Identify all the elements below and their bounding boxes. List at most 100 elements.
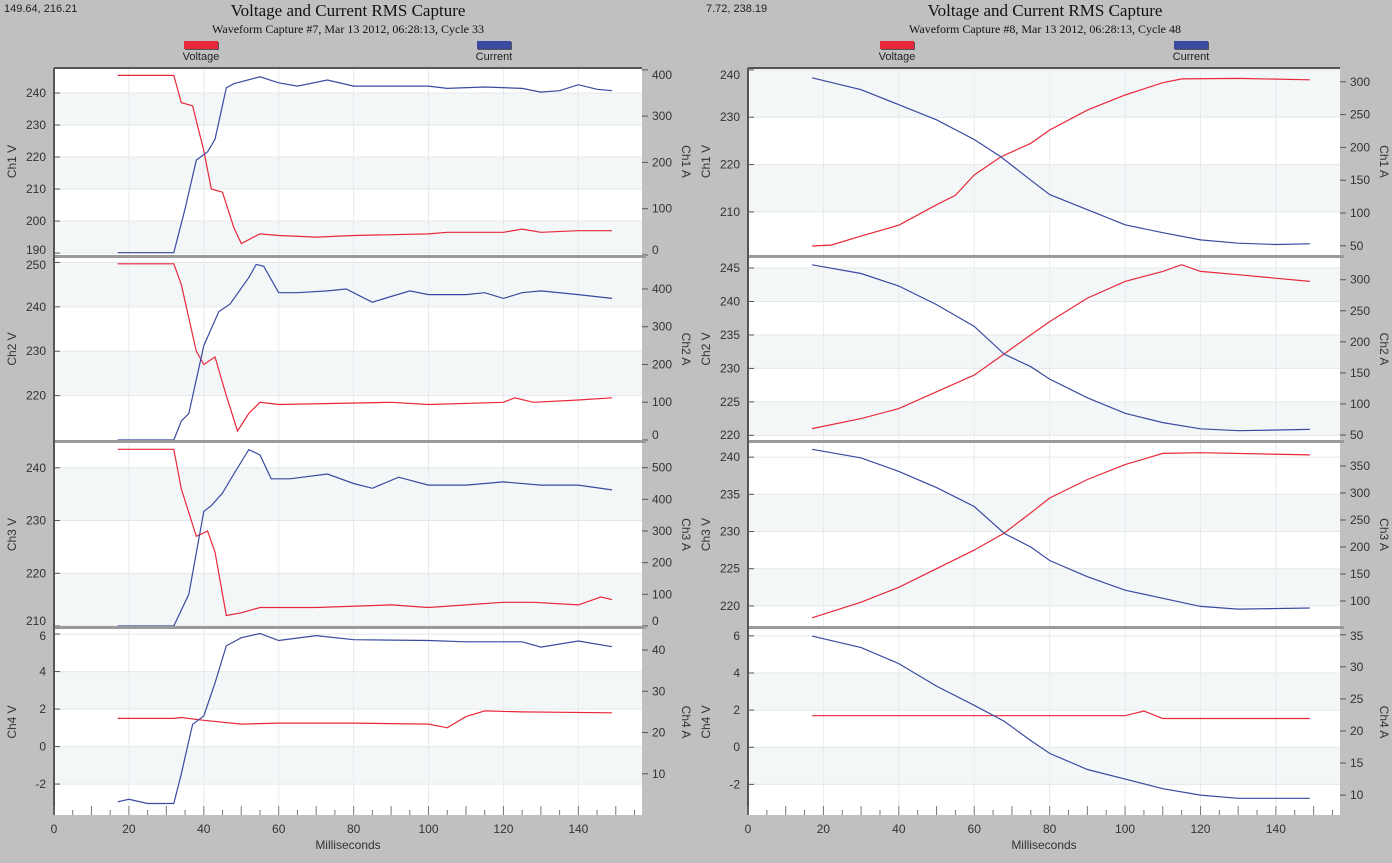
y2-tick-label: 100 (652, 395, 672, 409)
subplot-ch4-v: -2 0 2 4 6 10 15 20 25 30 35 Ch4 V Ch4 A (699, 629, 1391, 815)
y2-tick-label: 150 (1350, 173, 1370, 187)
y-tick-label: 2 (733, 703, 740, 717)
y-tick-label: 240 (720, 68, 740, 82)
y-tick-label: 210 (26, 614, 46, 628)
y-axis-label: Ch2 V (5, 332, 19, 365)
subplot-divider (748, 626, 1344, 629)
y2-tick-label: 400 (652, 492, 672, 506)
y-tick-label: 235 (720, 328, 740, 342)
subplot-ch2-v: 220 230 240 250 0 100 200 300 400 Ch2 V Ch2 A (5, 258, 693, 443)
y-axis-label: Ch4 V (699, 705, 713, 738)
y2-tick-label: 300 (1350, 273, 1370, 287)
voltage-swatch-icon (184, 41, 218, 49)
chart-subtitle: Waveform Capture #7, Mar 13 2012, 06:28:… (212, 22, 484, 36)
y-tick-label: 240 (720, 294, 740, 308)
current-series-line (117, 263, 613, 441)
x-tick-label: 0 (745, 822, 752, 836)
y-tick-label: -2 (35, 777, 46, 791)
y2-tick-label: 30 (652, 684, 666, 698)
grid-band (54, 746, 642, 785)
chart-title: Voltage and Current RMS Capture (230, 1, 466, 20)
grid-band (748, 568, 1340, 606)
y2-tick-label: 200 (1350, 540, 1370, 554)
y-axis-label: Ch2 V (699, 332, 713, 365)
grid-band (748, 334, 1340, 369)
y-tick-label: 225 (720, 562, 740, 576)
x-tick-label: 120 (1190, 822, 1210, 836)
y-tick-label: 6 (39, 629, 46, 643)
current-series-line (117, 76, 613, 254)
chart-title: Voltage and Current RMS Capture (927, 1, 1163, 20)
grid-band (54, 262, 642, 307)
legend-voltage[interactable]: Voltage (161, 41, 241, 63)
y-tick-label: 240 (26, 86, 46, 100)
y2-tick-label: 200 (652, 556, 672, 570)
current-swatch-icon (477, 41, 511, 49)
subplot-ch4-v: -2 0 2 4 6 10 20 30 40 Ch4 V Ch4 A (5, 629, 693, 815)
y2-axis-label: Ch4 A (1377, 706, 1391, 739)
current-series-line (117, 632, 613, 805)
y-tick-label: 230 (26, 118, 46, 132)
y2-tick-label: 10 (1350, 788, 1364, 802)
y2-tick-label: 200 (1350, 335, 1370, 349)
legend-current[interactable]: Current (454, 41, 534, 63)
y2-tick-label: 20 (1350, 724, 1364, 738)
x-tick-label: 20 (122, 822, 136, 836)
y2-tick-label: 200 (1350, 140, 1370, 154)
y-tick-label: 210 (26, 182, 46, 196)
y-tick-label: 230 (720, 110, 740, 124)
y-tick-label: 230 (26, 344, 46, 358)
y-tick-label: 220 (720, 158, 740, 172)
y2-tick-label: 35 (1350, 629, 1364, 643)
voltage-series-line (117, 448, 613, 617)
subplot-ch3-v: 220 225 230 235 240 100 150 200 250 300 350 Ch3 V Ch… (699, 443, 1391, 629)
y2-tick-label: 300 (1350, 486, 1370, 500)
y2-axis-label: Ch4 A (679, 706, 693, 739)
y-tick-label: 245 (720, 261, 740, 275)
y2-tick-label: 400 (652, 68, 672, 82)
y2-tick-label: 150 (1350, 366, 1370, 380)
y-tick-label: -2 (729, 777, 740, 791)
grid-band (54, 467, 642, 521)
y2-tick-label: 100 (1350, 594, 1370, 608)
y2-tick-label: 250 (1350, 108, 1370, 122)
y2-tick-label: 0 (652, 428, 659, 442)
y-tick-label: 220 (26, 389, 46, 403)
grid-band (54, 157, 642, 190)
grid-band (54, 671, 642, 710)
x-tick-label: 80 (1043, 822, 1057, 836)
voltage-series-line (117, 263, 613, 433)
y2-axis-label: Ch2 A (679, 333, 693, 366)
grid-band (54, 221, 642, 254)
voltage-series-line (812, 77, 1310, 247)
grid-band (748, 69, 1340, 118)
y2-tick-label: 50 (1350, 428, 1364, 442)
x-tick-label: 0 (51, 822, 58, 836)
voltage-series-line (117, 710, 613, 729)
subplot-divider (748, 255, 1344, 258)
y2-tick-label: 50 (1350, 239, 1364, 253)
y2-tick-label: 300 (652, 109, 672, 123)
legend-voltage[interactable]: Voltage (857, 41, 937, 63)
grid-band (54, 573, 642, 626)
current-series-line (811, 264, 1310, 432)
legend-current[interactable]: Current (1151, 41, 1231, 63)
y2-axis-label: Ch2 A (1377, 333, 1391, 366)
x-tick-label: 100 (1115, 822, 1135, 836)
subplot-divider (54, 255, 646, 258)
y-axis-label: Ch1 V (699, 145, 713, 178)
y-tick-label: 250 (26, 258, 46, 272)
current-swatch-icon (1174, 41, 1208, 49)
y2-tick-label: 300 (1350, 75, 1370, 89)
y2-tick-label: 250 (1350, 304, 1370, 318)
y2-tick-label: 0 (652, 614, 659, 628)
grid-band (748, 672, 1340, 711)
y2-tick-label: 100 (1350, 397, 1370, 411)
y-tick-label: 240 (26, 461, 46, 475)
x-tick-label: 40 (197, 822, 211, 836)
y-tick-label: 235 (720, 487, 740, 501)
y2-tick-label: 100 (1350, 206, 1370, 220)
voltage-series-line (812, 710, 1310, 720)
